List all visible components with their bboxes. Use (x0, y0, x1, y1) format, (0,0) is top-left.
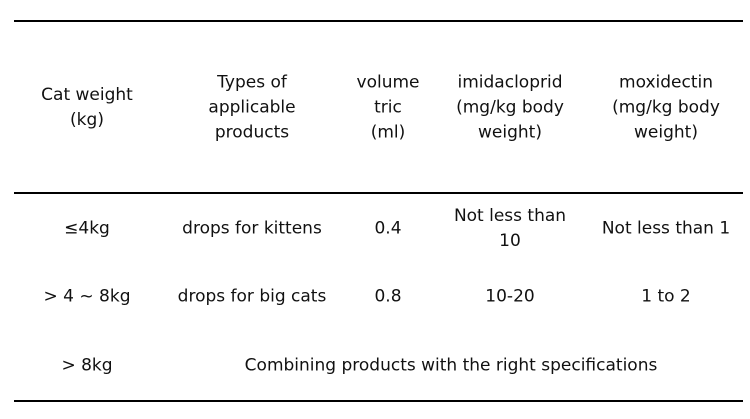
cell-line: moxidectin (619, 72, 713, 93)
body-cell: > 4 ~ 8kg (44, 285, 131, 310)
cell-line: imidacloprid (457, 72, 563, 93)
cell-line: (mg/kg body (612, 97, 720, 118)
header-cell: Cat weight (kg) (41, 83, 133, 133)
cell-line: (mg/kg body (456, 97, 564, 118)
body-cell: 0.4 (374, 217, 401, 242)
cell-line: Not less than 1 (601, 218, 731, 239)
cell-line: drops for big cats (177, 286, 327, 307)
top-rule (14, 20, 743, 22)
body-cell: drops for kittens (182, 217, 322, 242)
body-cell: 0.8 (374, 285, 401, 310)
body-cell: 1 to 2 (641, 285, 691, 310)
cell-line: Cat weight (41, 85, 133, 105)
cell-line: drops for kittens (182, 218, 322, 239)
cell-line: applicable (208, 97, 296, 118)
cell-line: > 8kg (61, 355, 113, 376)
cell-line: > 4 ~ 8kg (43, 286, 131, 307)
cell-line: products (214, 122, 290, 143)
body-cell: 10-20 (485, 285, 534, 310)
cell-line: 1 to 2 (641, 286, 691, 307)
cell-line: (ml) (370, 122, 406, 143)
cell-line: 10-20 (485, 286, 535, 307)
cell-line: Not less than (453, 206, 567, 226)
body-cell: Not less than 1 (602, 217, 730, 242)
header-cell: Types of applicable products (208, 71, 295, 146)
cell-line: (kg) (70, 110, 104, 130)
body-cell: > 8kg (61, 354, 112, 379)
header-cell: imidacloprid (mg/kg body weight) (456, 71, 564, 146)
cell-line: Types of (217, 72, 287, 93)
cell-line: ≤4kg (64, 218, 110, 239)
bottom-rule (14, 400, 743, 402)
header-cell: moxidectin (mg/kg body weight) (612, 71, 720, 146)
cell-line: volume (356, 72, 420, 93)
cell-line: weight) (478, 122, 542, 143)
body-cell: Combining products with the right specif… (245, 354, 658, 379)
body-cell: Not less than 10 (454, 204, 566, 254)
body-cell: drops for big cats (178, 285, 327, 310)
cell-line: Combining products with the right specif… (244, 355, 658, 376)
cell-line: weight) (634, 122, 698, 143)
cell-line: 0.8 (374, 286, 402, 307)
header-rule (14, 192, 743, 194)
cell-line: tric (374, 97, 402, 118)
cell-line: 0.4 (374, 218, 402, 239)
body-cell: ≤4kg (64, 217, 110, 242)
header-cell: volume tric (ml) (357, 71, 420, 146)
cell-line: 10 (499, 231, 521, 251)
